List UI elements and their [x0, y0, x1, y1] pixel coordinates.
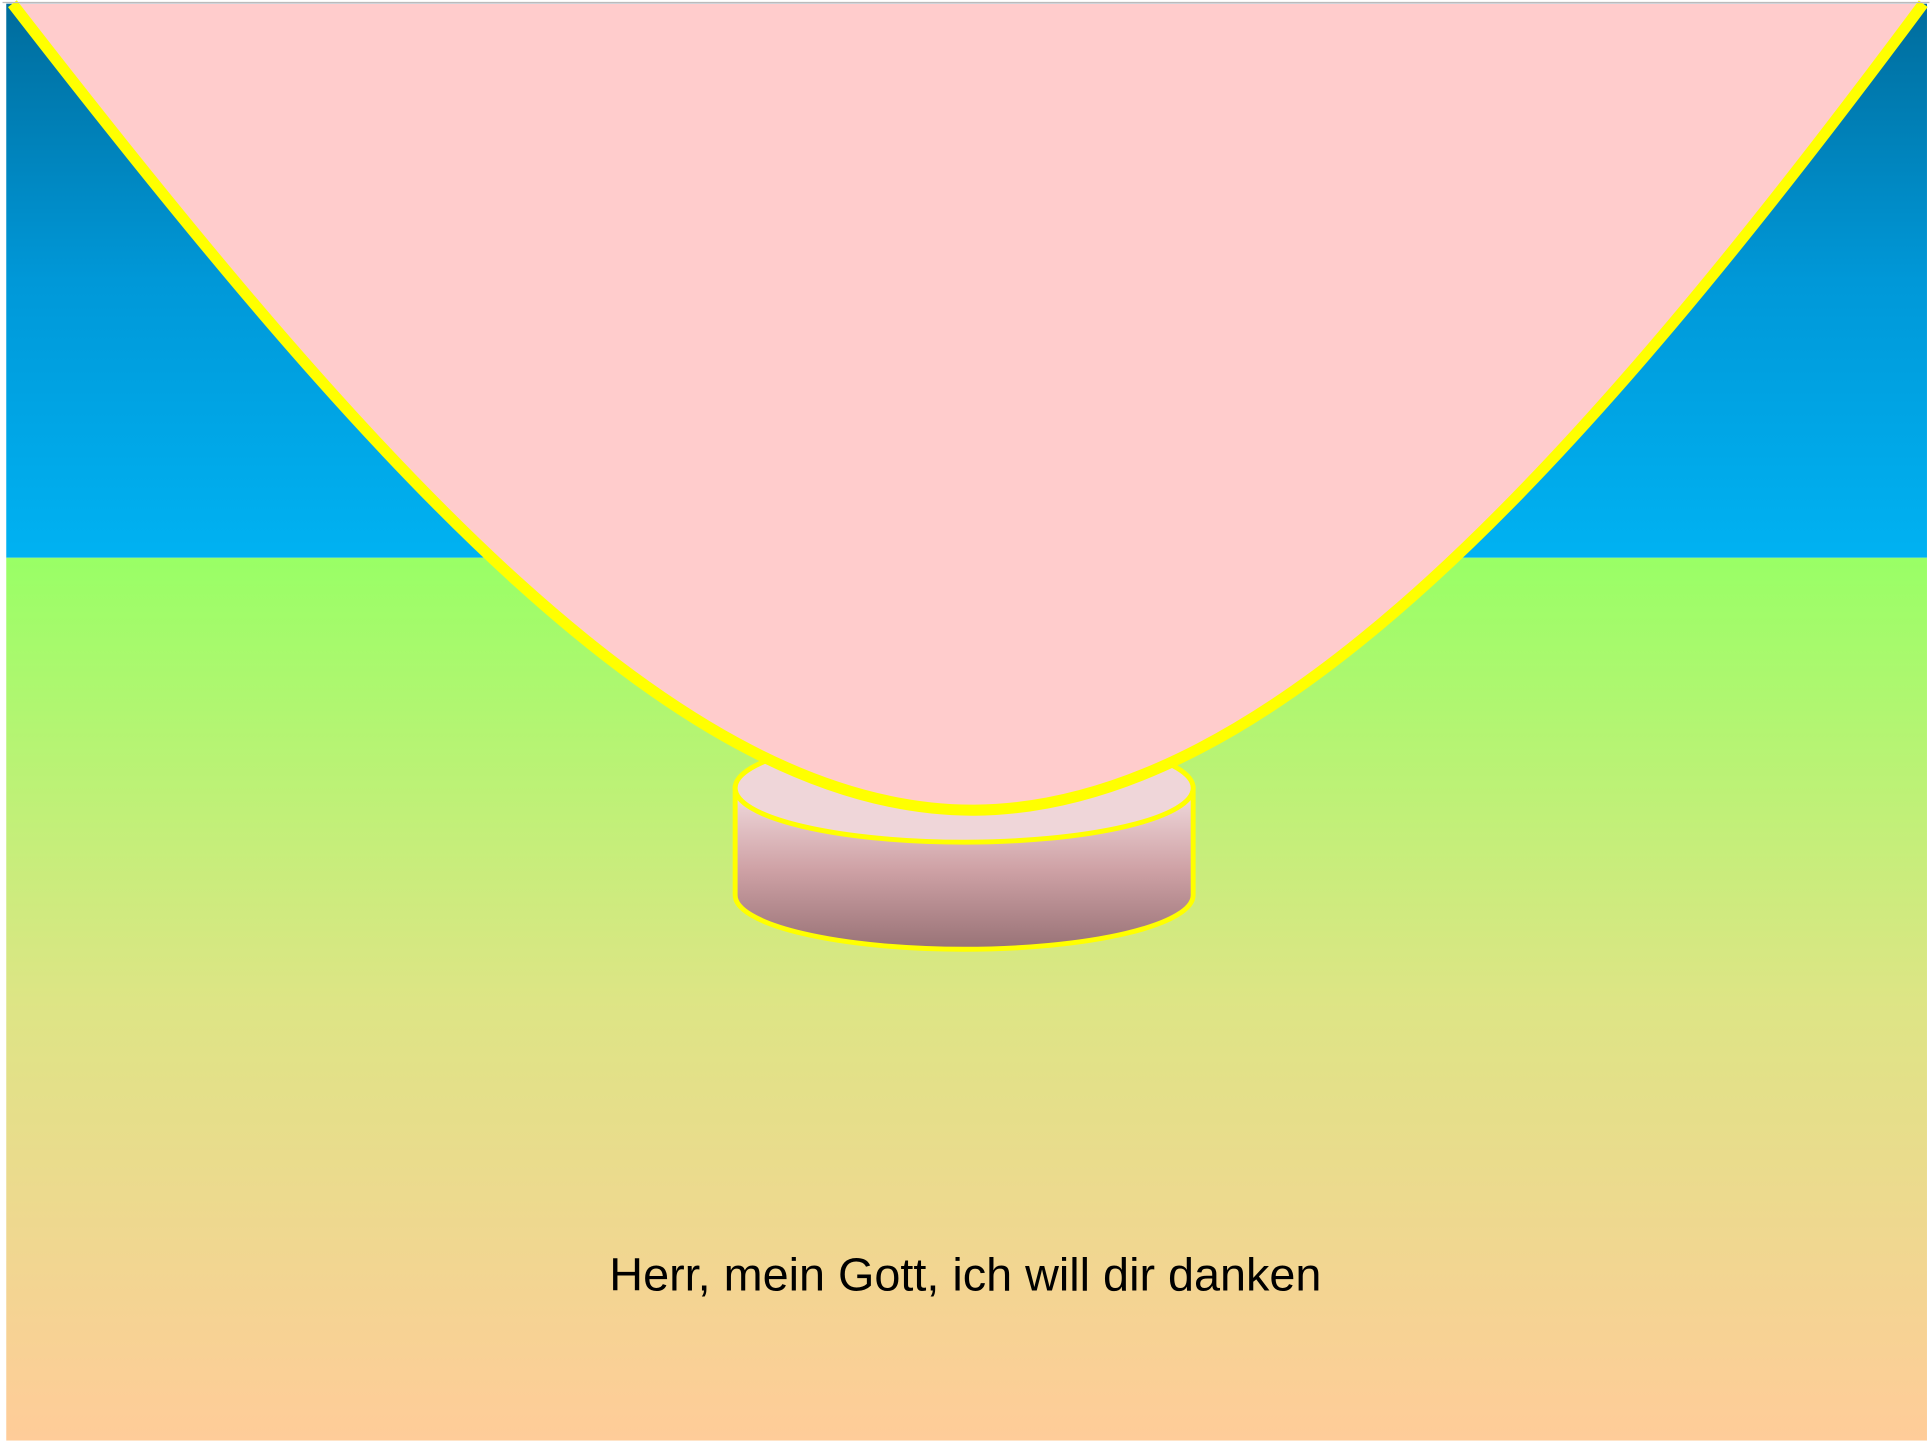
caption: Herr, mein Gott, ich will dir danken: [609, 1248, 1321, 1300]
page: Herr, mein Gott, ich will dir danken (()…: [0, 0, 1932, 1443]
slide: Herr, mein Gott, ich will dir danken: [0, 0, 1932, 1443]
